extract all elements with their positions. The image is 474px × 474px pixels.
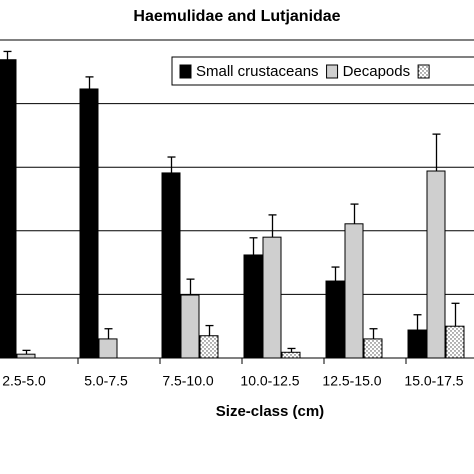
legend-label: Decapods	[343, 63, 411, 80]
x-tick-label: 10.0-12.5	[240, 373, 299, 389]
chart-title: Haemulidae and Lutjanidae	[133, 8, 340, 25]
x-tick-label: 12.5-15.0	[322, 373, 381, 389]
bar	[161, 172, 181, 359]
bar	[262, 236, 282, 359]
bar	[199, 335, 219, 359]
x-tick-label: 15.0-17.5	[404, 373, 463, 389]
bar	[325, 280, 345, 359]
bar	[344, 223, 364, 359]
legend-swatch	[179, 64, 192, 79]
bar	[98, 338, 118, 359]
legend: Small crustaceans Decapods	[171, 56, 474, 86]
bar	[407, 329, 427, 359]
bar	[426, 170, 446, 359]
bar	[16, 353, 36, 359]
bar	[363, 338, 383, 359]
bar	[243, 254, 263, 359]
bar	[445, 325, 465, 359]
legend-swatch	[326, 64, 339, 79]
bar	[79, 88, 99, 359]
x-axis-label: Size-class (cm)	[216, 403, 324, 420]
x-tick-label: 5.0-7.5	[84, 373, 128, 389]
legend-swatch	[417, 64, 430, 79]
x-tick-label: 2.5-5.0	[2, 373, 46, 389]
bar	[281, 351, 301, 359]
x-tick-label: 7.5-10.0	[162, 373, 214, 389]
legend-label: Small crustaceans	[196, 63, 319, 80]
bar	[0, 59, 17, 359]
bar	[180, 294, 200, 359]
